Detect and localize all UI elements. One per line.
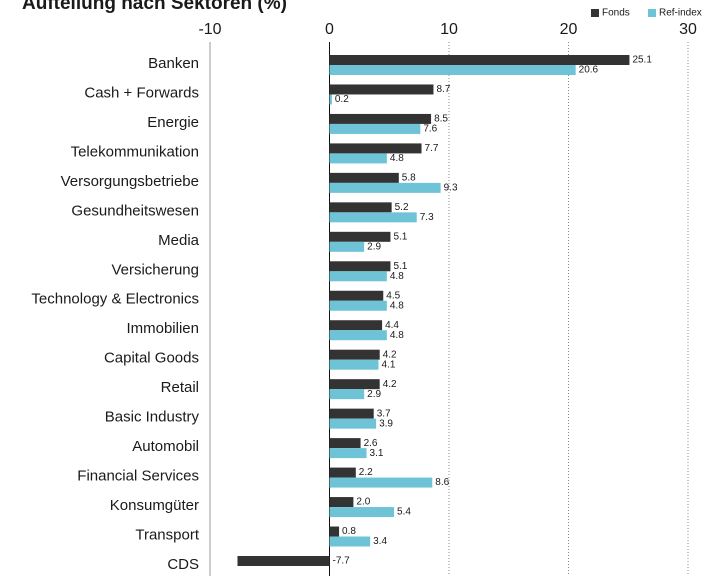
value-label: 8.7: [436, 84, 450, 95]
value-label: 7.7: [425, 143, 439, 154]
bar: [329, 65, 576, 75]
bar: [329, 389, 365, 400]
category-label: Technology & Electronics: [31, 291, 199, 308]
bar: [329, 172, 399, 183]
category-label: Capital Goods: [104, 350, 199, 367]
x-tick-label: -10: [198, 21, 221, 38]
category-label: Versicherung: [111, 261, 199, 278]
bar: [329, 467, 356, 478]
category-label: Retail: [161, 379, 199, 396]
value-label: 4.5: [386, 290, 400, 301]
value-label: 8.5: [434, 114, 448, 125]
category-label: Konsumgüter: [110, 497, 199, 514]
value-label: 3.9: [379, 418, 393, 429]
value-label: 4.4: [385, 320, 399, 331]
value-label: 20.6: [579, 65, 599, 76]
bar: [329, 153, 387, 164]
bar: [329, 408, 374, 419]
category-label: Immobilien: [126, 320, 199, 337]
bar: [329, 261, 391, 272]
bar: [329, 300, 387, 311]
value-label: 0.2: [335, 94, 349, 105]
category-label: Telekommunikation: [71, 143, 199, 160]
bar: [329, 143, 422, 154]
x-tick-label: 0: [325, 21, 334, 38]
bar: [329, 379, 380, 390]
category-label: Banken: [148, 55, 199, 72]
value-label: 2.0: [356, 497, 370, 508]
value-label: 0.8: [342, 526, 356, 537]
value-label: 5.1: [393, 261, 407, 272]
value-label: 4.2: [383, 379, 397, 390]
bar: [329, 330, 387, 341]
value-label: 3.1: [370, 448, 384, 459]
bar: [329, 290, 384, 301]
bar: [329, 359, 379, 370]
bar: [329, 497, 354, 508]
value-label: 3.4: [373, 536, 387, 547]
category-label: Gesundheitswesen: [71, 202, 199, 219]
value-label: 4.8: [390, 300, 404, 311]
value-label: 5.1: [393, 231, 407, 242]
bar: [329, 271, 387, 282]
category-label: Cash + Forwards: [84, 84, 199, 101]
value-label: -7.7: [333, 556, 351, 567]
bar: [329, 241, 365, 252]
bar: [329, 212, 417, 223]
bar: [329, 84, 434, 95]
value-label: 25.1: [632, 55, 652, 66]
bar: [329, 418, 377, 429]
value-label: 7.6: [423, 124, 437, 135]
legend-label: Fonds: [602, 8, 630, 19]
bar: [329, 448, 367, 459]
category-label: Financial Services: [77, 468, 199, 485]
value-label: 2.9: [367, 241, 381, 252]
bar: [329, 182, 441, 193]
value-label: 4.8: [390, 330, 404, 341]
bar: [329, 477, 433, 488]
x-tick-label: 10: [440, 21, 458, 38]
value-label: 4.8: [390, 153, 404, 164]
value-label: 2.6: [364, 438, 378, 449]
value-label: 5.4: [397, 507, 411, 518]
category-label: Transport: [135, 526, 199, 543]
chart-title: Aufteilung nach Sektoren (%): [22, 0, 287, 14]
category-label: Media: [158, 232, 200, 249]
bar: [329, 507, 395, 518]
value-label: 4.1: [381, 359, 395, 370]
bar: [329, 94, 332, 105]
legend-label: Ref-index: [659, 8, 702, 19]
bar: [329, 113, 432, 124]
category-label: Energie: [147, 114, 199, 131]
x-tick-label: 20: [560, 21, 578, 38]
value-label: 3.7: [377, 408, 391, 419]
x-tick-label: 30: [679, 21, 697, 38]
category-label: CDS: [167, 556, 199, 573]
bar: [329, 202, 392, 213]
value-label: 9.3: [444, 183, 458, 194]
value-label: 5.8: [402, 173, 416, 184]
legend-swatch: [591, 9, 599, 17]
bar: [329, 320, 383, 331]
value-label: 7.3: [420, 212, 434, 223]
value-label: 8.6: [435, 477, 449, 488]
bar: [329, 526, 340, 537]
value-label: 5.2: [395, 202, 409, 213]
value-label: 2.2: [359, 467, 373, 478]
bar: [329, 536, 371, 547]
bar: [329, 438, 361, 449]
bar: [329, 349, 380, 360]
value-label: 4.2: [383, 349, 397, 360]
value-label: 2.9: [367, 389, 381, 400]
category-label: Automobil: [132, 438, 199, 455]
bar: [237, 555, 330, 566]
value-label: 4.8: [390, 271, 404, 282]
bar: [329, 231, 391, 242]
bar: [329, 55, 630, 65]
legend-swatch: [648, 9, 656, 17]
category-label: Basic Industry: [105, 409, 200, 426]
category-label: Versorgungsbetriebe: [61, 173, 199, 190]
bar: [329, 123, 421, 134]
